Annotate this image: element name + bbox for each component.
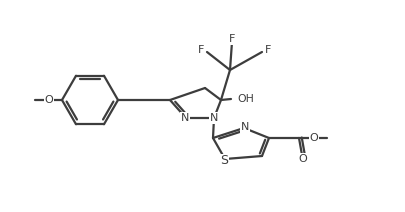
Text: O: O [309, 133, 318, 143]
Text: N: N [209, 113, 217, 123]
Text: O: O [45, 95, 53, 105]
Text: F: F [264, 45, 271, 55]
Text: OH: OH [237, 94, 253, 104]
Text: S: S [220, 155, 228, 167]
Text: N: N [240, 122, 249, 132]
Text: F: F [197, 45, 203, 55]
Text: O: O [298, 154, 307, 164]
Text: N: N [180, 113, 189, 123]
Text: F: F [228, 34, 234, 44]
